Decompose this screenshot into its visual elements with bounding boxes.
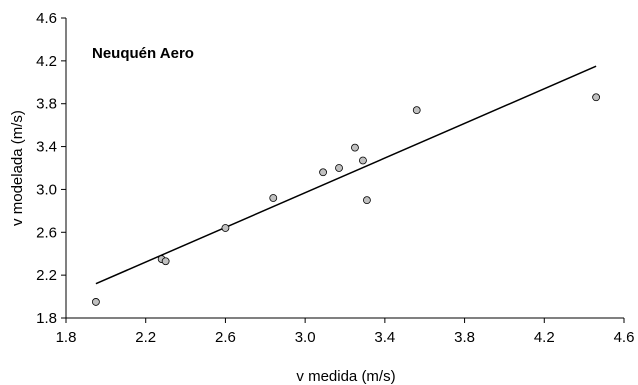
y-axis-title: v modelada (m/s) [9, 110, 26, 226]
trendline-group [95, 65, 597, 285]
x-tick-label: 2.2 [135, 329, 156, 346]
y-tick-label: 4.6 [36, 10, 57, 27]
data-point [269, 194, 278, 202]
chart-annotation: Neuquén Aero [92, 45, 194, 62]
y-tick-label: 2.6 [36, 224, 57, 241]
x-tick-label: 3.8 [454, 329, 475, 346]
y-tick-label: 4.2 [36, 53, 57, 70]
y-tick-label: 3.0 [36, 181, 57, 198]
data-point [319, 168, 327, 177]
data-point [161, 257, 170, 266]
y-tick-label: 2.2 [36, 267, 57, 284]
x-tick-label: 4.6 [614, 329, 635, 346]
axes: 1.8 2.2 2.6 3.0 3.4 3.8 4.2 4.6 1.8 2.2 2.6 3.0 3.4 3… [36, 10, 634, 346]
data-point [91, 298, 100, 306]
y-tick-label: 1.8 [36, 310, 57, 327]
x-tick-label: 2.6 [215, 329, 236, 346]
data-point [592, 93, 600, 102]
x-tick-label: 3.4 [374, 329, 395, 346]
data-point [363, 196, 371, 205]
y-tick-label: 3.4 [36, 139, 57, 156]
data-point [412, 106, 421, 115]
trendline [95, 65, 597, 285]
data-points [91, 93, 600, 306]
x-tick-label: 3.0 [295, 329, 316, 346]
data-point [359, 156, 367, 165]
data-point [351, 143, 359, 152]
data-point [335, 164, 343, 172]
data-point [221, 224, 230, 232]
x-axis-title: v medida (m/s) [296, 368, 395, 385]
x-tick-label: 1.8 [56, 329, 77, 346]
y-tick-label: 3.8 [36, 96, 57, 113]
x-tick-label: 4.2 [534, 329, 555, 346]
